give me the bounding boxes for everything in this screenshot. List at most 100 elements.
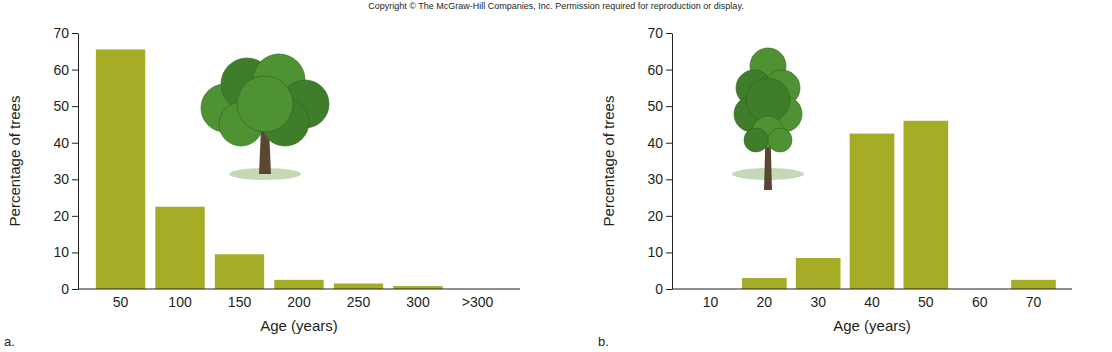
x-tick-label: 250 — [347, 294, 371, 310]
x-tick: 100 — [168, 289, 192, 310]
y-tick-mark — [72, 252, 78, 253]
x-tick: 60 — [972, 289, 988, 310]
y-tick: 0 — [655, 281, 672, 297]
bar — [1011, 280, 1056, 289]
y-tick-label: 30 — [647, 171, 663, 187]
y-tick-mark — [72, 216, 78, 217]
y-tick-mark — [666, 216, 672, 217]
bar — [334, 284, 383, 289]
y-tick: 50 — [53, 98, 78, 114]
x-tick: 20 — [757, 289, 773, 310]
y-tick-mark — [666, 252, 672, 253]
x-tick-label: 70 — [1026, 294, 1042, 310]
y-tick-mark — [666, 179, 672, 180]
y-tick: 10 — [647, 244, 672, 260]
x-tick: 40 — [864, 289, 880, 310]
x-axis: 10 20 30 40 50 60 70 — [672, 289, 1072, 310]
x-tick-label: 20 — [757, 294, 773, 310]
y-tick-mark — [72, 143, 78, 144]
y-axis-title: Percentage of trees — [6, 96, 23, 227]
x-tick: >300 — [462, 289, 494, 310]
y-axis-line — [78, 34, 79, 290]
y-tick-mark — [72, 179, 78, 180]
y-tick-label: 50 — [647, 98, 663, 114]
y-tick: 30 — [53, 171, 78, 187]
x-tick: 10 — [703, 289, 719, 310]
tree-crown — [744, 128, 768, 152]
bar — [850, 134, 895, 289]
x-tick-label: 10 — [703, 294, 719, 310]
bar — [796, 258, 841, 289]
x-tick: 150 — [228, 289, 252, 310]
y-tick-label: 40 — [647, 135, 663, 151]
x-tick: 50 — [918, 289, 934, 310]
x-tick-label: 30 — [810, 294, 826, 310]
x-axis-line — [672, 289, 1072, 290]
x-axis-title: Age (years) — [833, 317, 911, 334]
figure: Copyright © The McGraw-Hill Companies, I… — [0, 0, 1112, 352]
x-axis-title: Age (years) — [260, 317, 338, 334]
panel-label: b. — [598, 334, 609, 349]
tree-crown — [768, 128, 792, 152]
x-tick: 70 — [1026, 289, 1042, 310]
bar — [274, 280, 323, 289]
y-tick: 60 — [647, 62, 672, 78]
bar — [215, 254, 264, 289]
y-tick-mark — [72, 33, 78, 34]
y-tick-label: 70 — [647, 25, 663, 41]
y-axis: 0 10 20 30 40 50 60 70 — [647, 25, 672, 297]
y-tick-label: 10 — [53, 244, 69, 260]
panel: 0 10 20 30 40 50 60 70 50 100 150 200 250 300 >300 Age … — [4, 25, 520, 349]
x-tick-label: 60 — [972, 294, 988, 310]
y-tick-label: 50 — [53, 98, 69, 114]
y-tick: 60 — [53, 62, 78, 78]
y-tick: 70 — [647, 25, 672, 41]
y-tick-label: 40 — [53, 135, 69, 151]
x-tick-label: 150 — [228, 294, 252, 310]
y-axis: 0 10 20 30 40 50 60 70 — [53, 25, 78, 297]
bar — [155, 207, 204, 289]
y-tick-mark — [666, 143, 672, 144]
x-axis-line — [78, 289, 520, 290]
x-tick-label: 100 — [168, 294, 192, 310]
y-axis-line — [672, 34, 673, 290]
y-tick-label: 10 — [647, 244, 663, 260]
x-tick: 300 — [406, 289, 430, 310]
bars — [742, 121, 1056, 289]
y-tick: 40 — [53, 135, 78, 151]
x-tick-label: 50 — [918, 294, 934, 310]
y-tick-label: 0 — [61, 281, 69, 297]
y-tick: 40 — [647, 135, 672, 151]
y-tick: 30 — [647, 171, 672, 187]
y-tick: 20 — [647, 208, 672, 224]
y-tick-label: 0 — [655, 281, 663, 297]
y-tick-label: 30 — [53, 171, 69, 187]
copyright: Copyright © The McGraw-Hill Companies, I… — [368, 1, 743, 11]
y-tick-label: 20 — [647, 208, 663, 224]
tree-crown — [237, 76, 293, 132]
bar — [96, 49, 145, 289]
x-tick: 50 — [113, 289, 129, 310]
x-tick: 250 — [347, 289, 371, 310]
x-tick-label: 200 — [287, 294, 311, 310]
y-tick-mark — [666, 106, 672, 107]
x-tick: 30 — [810, 289, 826, 310]
y-tick-mark — [666, 289, 672, 290]
y-tick: 50 — [647, 98, 672, 114]
panel-label: a. — [4, 334, 15, 349]
y-tick-mark — [72, 289, 78, 290]
y-tick-mark — [666, 33, 672, 34]
y-axis-title: Percentage of trees — [600, 96, 617, 227]
y-tick-label: 20 — [53, 208, 69, 224]
bars — [96, 49, 443, 289]
x-axis: 50 100 150 200 250 300 >300 — [78, 289, 520, 310]
x-tick-label: 40 — [864, 294, 880, 310]
x-tick-label: >300 — [462, 294, 494, 310]
x-tick: 200 — [287, 289, 311, 310]
y-tick: 0 — [61, 281, 78, 297]
y-tick-label: 70 — [53, 25, 69, 41]
y-tick-mark — [666, 70, 672, 71]
y-tick: 70 — [53, 25, 78, 41]
tree-illustration — [201, 54, 329, 180]
y-tick: 20 — [53, 208, 78, 224]
